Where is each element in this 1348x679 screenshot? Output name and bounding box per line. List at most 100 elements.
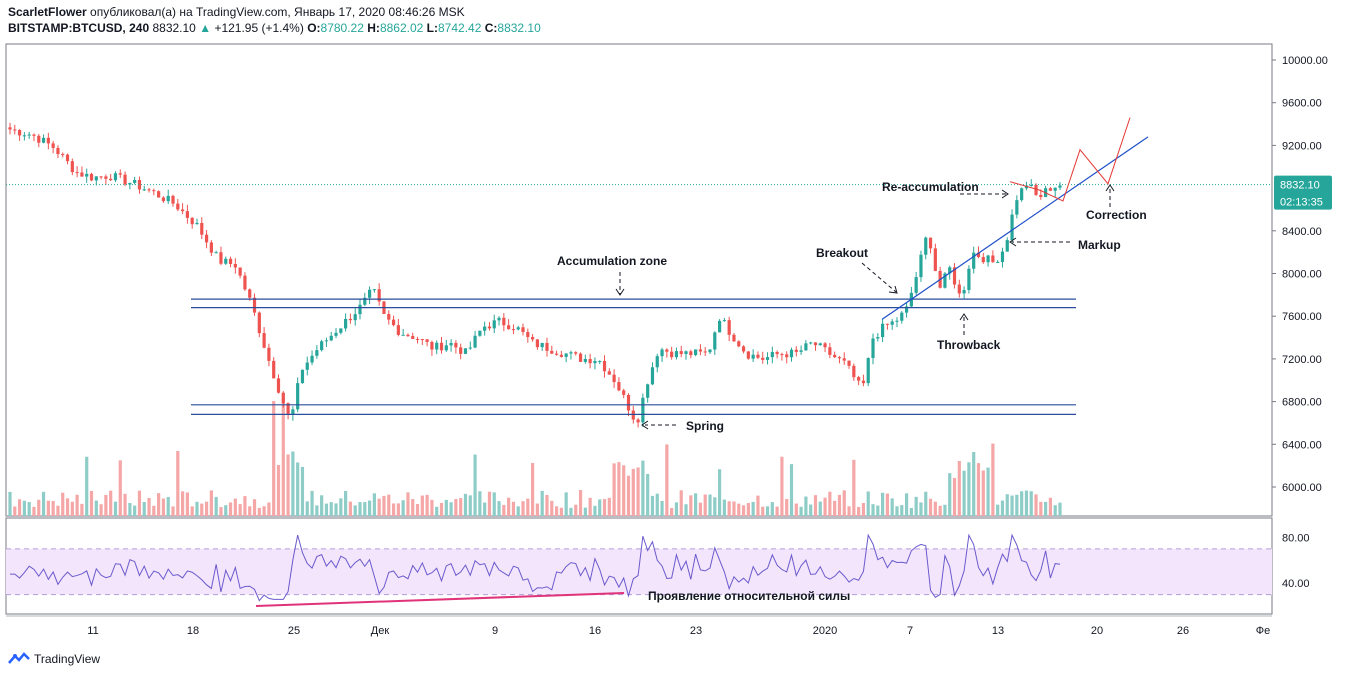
volume-bar (387, 494, 391, 516)
candle-body (914, 277, 918, 293)
candle-body (492, 320, 496, 329)
volume-bar (1005, 494, 1009, 516)
rsi-line (9, 533, 1061, 602)
volume-bar (952, 477, 957, 516)
candle-body (626, 394, 631, 411)
candle-body (252, 297, 257, 313)
candle-body (133, 180, 137, 183)
volume-bar (348, 501, 353, 516)
volume-bar (425, 494, 429, 516)
candle-body (459, 347, 463, 354)
open-value: 8780.22 (320, 21, 364, 35)
candle-body (70, 161, 74, 173)
price-change: +121.95 (+1.4%) (214, 21, 304, 35)
volume-bar (650, 495, 655, 516)
volume-bar (401, 500, 405, 516)
volume-bar (291, 451, 295, 516)
candle-body (900, 312, 904, 321)
volume-bar (32, 506, 36, 516)
volume-bar (415, 503, 420, 516)
volume-bar (190, 506, 194, 516)
candle-body (406, 334, 410, 337)
candle-body (1048, 188, 1053, 191)
last-price-badge-text: 8832.10 (1280, 180, 1320, 192)
candle-body (813, 342, 818, 346)
volume-bar (626, 475, 631, 516)
candle-body (689, 351, 693, 356)
candle-body (286, 403, 290, 415)
logo-text: TradingView (34, 652, 101, 666)
candle-body (61, 154, 65, 156)
candle-body (439, 342, 444, 351)
x-tick-label: 18 (187, 625, 199, 637)
volume-bar (133, 505, 137, 516)
volume-bar (89, 490, 94, 516)
candle-body (214, 252, 218, 254)
volume-bar (248, 506, 252, 516)
candle-body (80, 172, 84, 177)
candle-body (483, 326, 487, 331)
candle-body (991, 255, 995, 263)
volume-bar (641, 460, 645, 516)
candle-body (804, 343, 808, 351)
volume-bar (228, 502, 233, 516)
correction-arrow-head (1105, 184, 1115, 192)
volume-bar (996, 504, 1000, 516)
volume-bar (128, 503, 132, 516)
volume-bar (252, 499, 257, 516)
candle-body (190, 217, 194, 225)
rsi-divergence-label: Проявление относительной силы (648, 589, 850, 603)
candle-body (1010, 214, 1014, 241)
candle-body (641, 397, 645, 423)
volume-bar (948, 473, 952, 516)
candle-body (204, 234, 209, 243)
volume-bar (861, 502, 866, 516)
volume-bar (794, 503, 798, 516)
volume-bar (17, 499, 22, 516)
volume-bar (497, 501, 501, 516)
volume-bar (881, 492, 885, 516)
volume-bar (382, 495, 386, 516)
volume-bar (717, 469, 722, 516)
volume-bar (296, 462, 300, 516)
y-tick-label: 10000.00 (1282, 55, 1328, 67)
candle-body (737, 341, 741, 347)
candle-body (646, 384, 650, 398)
candle-body (238, 267, 242, 276)
candle-body (583, 358, 587, 362)
volume-bar (689, 495, 693, 516)
candle-body (837, 357, 842, 359)
volume-bar (286, 454, 290, 516)
candle-body (717, 320, 722, 333)
volume-bar (37, 499, 41, 516)
volume-bar (789, 464, 794, 516)
volume-bar (900, 505, 904, 516)
candle-body (248, 289, 252, 298)
candle-body (176, 203, 180, 210)
volume-bar (780, 456, 784, 516)
candle-body (128, 182, 132, 185)
volume-bar (871, 504, 875, 516)
volume-bar (1053, 505, 1057, 516)
volume-bar (358, 502, 362, 516)
candle-body (233, 263, 237, 268)
volume-bar (1000, 500, 1005, 516)
tradingview-logo[interactable]: TradingView (8, 652, 100, 666)
volume-bar (272, 400, 276, 516)
author-name[interactable]: ScarletFlower (8, 5, 87, 19)
volume-bar (674, 502, 679, 516)
volume-bar (502, 504, 506, 516)
candle-body (746, 351, 750, 359)
candle-body (852, 365, 856, 378)
x-tick-label: 2020 (813, 625, 837, 637)
volume-bar (396, 503, 400, 516)
volume-bar (372, 493, 376, 516)
volume-bar (809, 504, 813, 516)
volume-bar (209, 490, 213, 516)
x-tick-label: Фе (1256, 625, 1270, 637)
volume-bar (564, 492, 568, 516)
volume-bar (339, 498, 343, 516)
symbol-label[interactable]: BITSTAMP:BTCUSD, 240 (8, 21, 150, 35)
volume-bar (46, 500, 50, 516)
